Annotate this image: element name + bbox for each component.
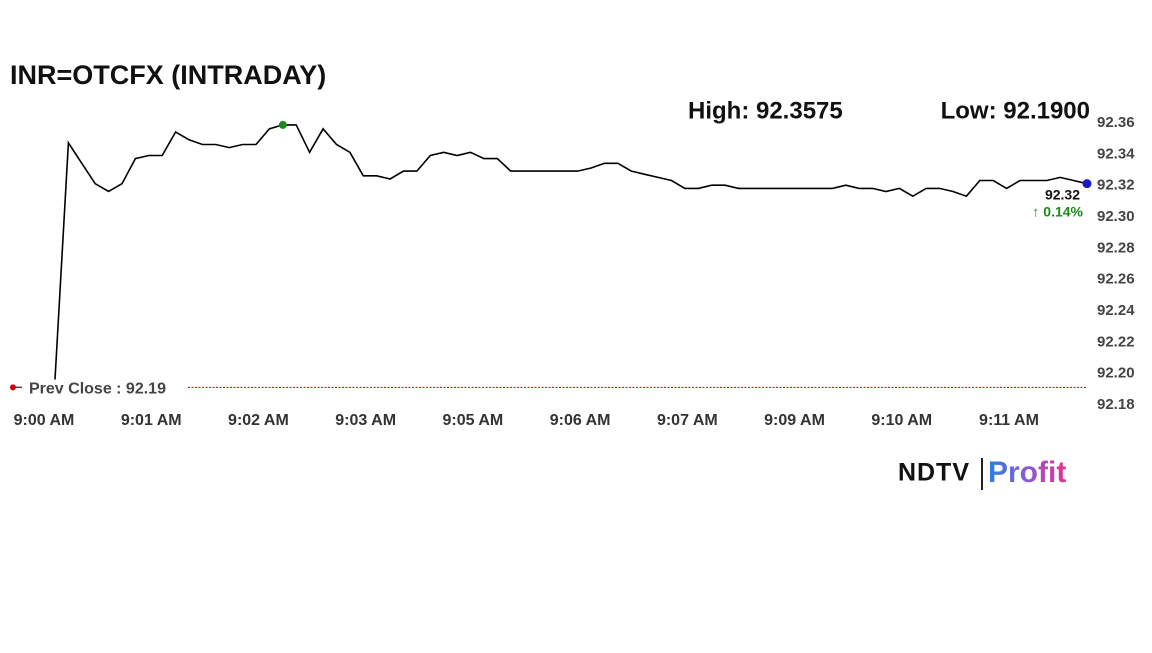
- low-label: Low: 92.1900: [941, 97, 1090, 124]
- y-tick-label: 92.22: [1097, 333, 1135, 350]
- high-label: High: 92.3575: [688, 97, 843, 124]
- y-tick-label: 92.34: [1097, 145, 1135, 162]
- high-point: [278, 120, 287, 129]
- y-tick-label: 92.20: [1097, 365, 1135, 382]
- price-line: [54, 124, 1088, 380]
- y-tick-label: 92.28: [1097, 239, 1135, 256]
- change-label: ↑ 0.14%: [1032, 203, 1083, 219]
- x-tick-label: 9:06 AM: [550, 412, 611, 429]
- x-tick-label: 9:10 AM: [871, 412, 932, 429]
- y-tick-label: 92.26: [1097, 271, 1135, 288]
- x-tick-label: 9:05 AM: [443, 412, 504, 429]
- brand-profit: Profit: [988, 456, 1066, 489]
- last-value-label: 92.32: [1045, 186, 1080, 202]
- x-tick-label: 9:02 AM: [228, 412, 289, 429]
- x-tick-label: 9:00 AM: [14, 412, 75, 429]
- chart-title: INR=OTCFX (INTRADAY): [10, 60, 326, 90]
- y-tick-label: 92.36: [1097, 114, 1135, 131]
- y-tick-label: 92.18: [1097, 396, 1135, 413]
- prev-close-label: Prev Close : 92.19: [29, 381, 166, 398]
- x-tick-label: 9:03 AM: [335, 412, 396, 429]
- x-tick-label: 9:07 AM: [657, 412, 718, 429]
- y-tick-label: 92.24: [1097, 302, 1135, 319]
- y-tick-label: 92.32: [1097, 177, 1135, 194]
- last-point: [1082, 179, 1092, 189]
- prev-close-dot: [10, 384, 16, 391]
- y-tick-label: 92.30: [1097, 208, 1135, 225]
- brand-ndtv: NDTV: [898, 459, 970, 487]
- x-tick-label: 9:09 AM: [764, 412, 825, 429]
- x-tick-label: 9:11 AM: [979, 412, 1039, 429]
- x-tick-label: 9:01 AM: [121, 412, 182, 429]
